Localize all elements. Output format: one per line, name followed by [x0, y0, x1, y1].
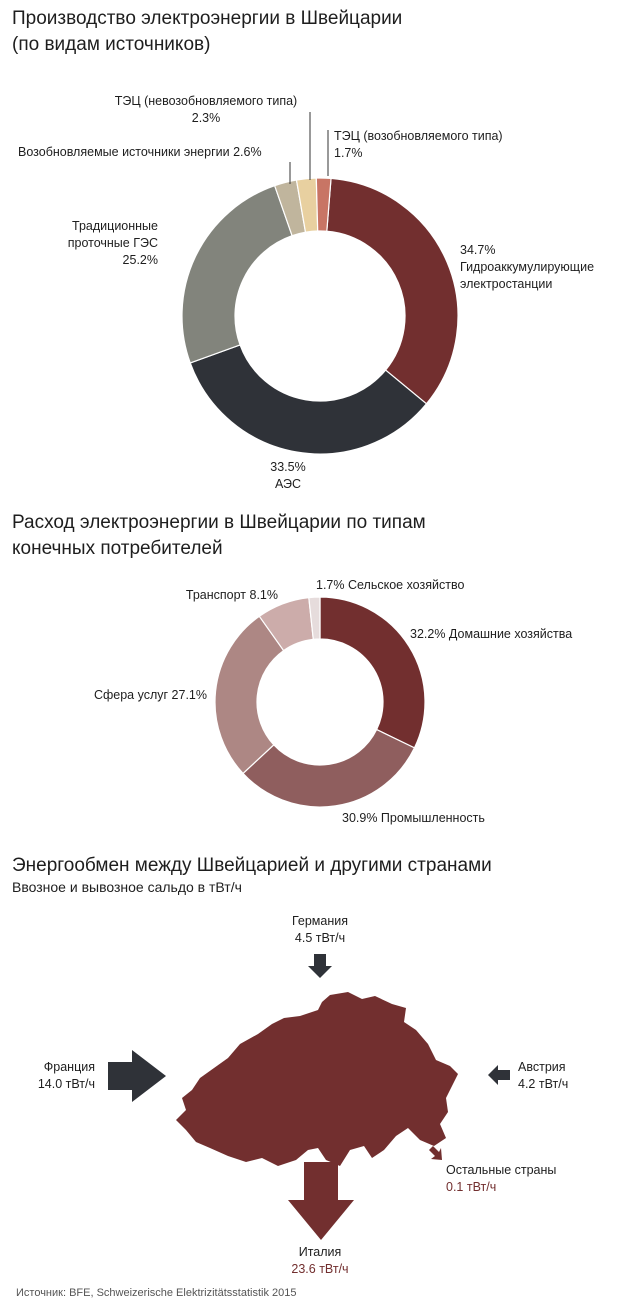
production-donut-chart: 34.7% Гидроаккумулирующие электростанции 33…	[18, 94, 594, 491]
flow-value-label: 14.0 тВт/ч	[38, 1077, 95, 1091]
slice-label: 1.7% Сельское хозяйство	[316, 578, 464, 592]
flow-arrow-in	[108, 1050, 166, 1102]
slice-label: Гидроаккумулирующие	[460, 260, 594, 274]
chart1-title-line1: Производство электроэнергии в Швейцарии	[12, 8, 403, 29]
slice-label: проточные ГЭС	[68, 236, 158, 250]
slice-label: Возобновляемые источники энергии 2.6%	[18, 145, 262, 159]
slice-label: 1.7%	[334, 146, 363, 160]
donut-slice	[189, 344, 428, 455]
slice-label: АЭС	[275, 477, 301, 491]
flow-value-label: 4.5 тВт/ч	[295, 931, 345, 945]
switzerland-map-shape	[176, 992, 458, 1166]
slice-label: 2.3%	[192, 111, 221, 125]
chart3-subtitle: Ввозное и вывозное сальдо в тВт/ч	[12, 879, 242, 895]
slice-label: 25.2%	[123, 253, 158, 267]
flow-country-label: Германия	[292, 914, 348, 928]
flow-arrow-out	[288, 1162, 354, 1240]
flow-country-label: Италия	[299, 1245, 342, 1259]
donut-slice	[326, 177, 459, 405]
flow-arrow-in	[488, 1065, 510, 1085]
donut-slice	[242, 728, 416, 808]
flow-arrow-out	[429, 1146, 442, 1160]
chart2-title-line2: конечных потребителей	[12, 538, 223, 559]
chart3-title: Энергообмен между Швейцарией и другими с…	[12, 855, 492, 876]
slice-label: ТЭЦ (возобновляемого типа)	[334, 129, 503, 143]
slice-label: Транспорт 8.1%	[186, 588, 278, 602]
slice-label: 32.2% Домашние хозяйства	[410, 627, 572, 641]
chart2-title-line1: Расход электроэнергии в Швейцарии по тип…	[12, 512, 426, 533]
slice-label: электростанции	[460, 277, 552, 291]
flow-country-label: Франция	[44, 1060, 95, 1074]
flow-value-label: 23.6 тВт/ч	[291, 1262, 348, 1276]
donut-slice	[181, 184, 293, 364]
slice-label: 30.9% Промышленность	[342, 811, 485, 825]
source-note: Источник: BFE, Schweizerische Elektrizit…	[16, 1287, 297, 1299]
slice-label: ТЭЦ (невозобновляемого типа)	[115, 94, 297, 108]
donut-slice	[308, 596, 321, 641]
donut-slice	[315, 177, 332, 232]
slice-label: Традиционные	[72, 219, 158, 233]
flow-country-label: Австрия	[518, 1060, 566, 1074]
slice-label: 33.5%	[270, 460, 305, 474]
exchange-map: Германия 4.5 тВт/ч Франция 14.0 тВт/ч Австри…	[38, 914, 568, 1276]
chart2-title: Расход электроэнергии в Швейцарии по тип…	[12, 510, 426, 562]
chart1-title-line2: (по видам источников)	[12, 34, 211, 55]
slice-label: 34.7%	[460, 243, 495, 257]
donut-slice	[319, 596, 426, 749]
flow-value-label: 0.1 тВт/ч	[446, 1180, 496, 1194]
chart1-title: Производство электроэнергии в Швейцарии …	[12, 6, 402, 58]
slice-label: Сфера услуг 27.1%	[94, 688, 207, 702]
consumption-donut-chart: 32.2% Домашние хозяйства 30.9% Промышленн…	[94, 578, 572, 825]
flow-country-label: Остальные страны	[446, 1163, 556, 1177]
flow-arrow-in	[308, 954, 332, 978]
flow-value-label: 4.2 тВт/ч	[518, 1077, 568, 1091]
